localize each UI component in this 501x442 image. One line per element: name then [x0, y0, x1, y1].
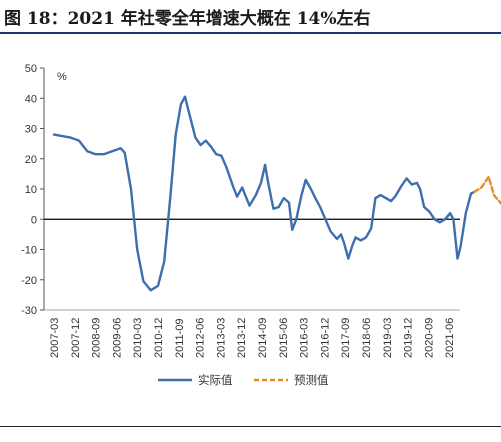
- series-line-forecast: [473, 175, 501, 206]
- x-tick-label: 2018-06: [361, 318, 373, 358]
- x-tick-label: 2009-06: [111, 318, 123, 358]
- x-tick-label: 2007-12: [70, 318, 82, 358]
- x-tick-label: 2020-09: [423, 318, 435, 358]
- x-tick-label: 2017-09: [340, 318, 352, 358]
- x-tick-label: 2010-03: [132, 318, 144, 358]
- x-tick-label: 2014-09: [257, 318, 269, 358]
- y-tick-label: -20: [21, 275, 37, 287]
- y-tick-label: -30: [21, 305, 37, 317]
- y-tick-label: -10: [21, 245, 37, 257]
- x-tick-label: 2021-06: [444, 318, 456, 358]
- x-tick-label: 2008-09: [91, 318, 103, 358]
- x-tick-label: 2016-12: [319, 318, 331, 358]
- y-tick-label: 30: [25, 124, 37, 136]
- y-tick-label: 10: [25, 184, 37, 196]
- x-tick-label: 2013-03: [215, 318, 227, 358]
- y-tick-label: 20: [25, 154, 37, 166]
- series-line-actual: [52, 95, 476, 292]
- x-axis: 2007-03 2007-12 2008-09 2009-06 2010-03 2010-…: [44, 218, 460, 358]
- figure-title: 图 18：2021 年社零全年增速大概在 14%左右: [4, 9, 371, 29]
- series-layer: [52, 95, 501, 292]
- y-tick-label: 0: [31, 214, 37, 226]
- y-axis-unit-label: %: [57, 71, 67, 83]
- x-tick-label: 2010-12: [153, 318, 165, 358]
- legend-label-forecast: 预测值: [294, 373, 329, 387]
- x-tick-label: 2013-12: [236, 318, 248, 358]
- x-tick-label: 2012-06: [195, 318, 207, 358]
- y-tick-label: 40: [25, 93, 37, 105]
- legend: 实际值 预测值: [158, 373, 329, 387]
- x-tick-label: 2015-06: [278, 318, 290, 358]
- x-tick-label: 2011-09: [174, 318, 186, 358]
- y-axis: 50 40 30 20 10 0 -10 -20 -30: [21, 63, 45, 317]
- x-tick-label: 2007-03: [49, 318, 61, 358]
- title-rule: [0, 32, 501, 34]
- y-tick-label: 50: [25, 63, 37, 75]
- legend-label-actual: 实际值: [198, 373, 233, 387]
- x-tick-label: 2019-12: [403, 318, 415, 358]
- x-tick-label: 2019-03: [382, 318, 394, 358]
- x-tick-label: 2016-03: [299, 318, 311, 358]
- title-bar: 图 18：2021 年社零全年增速大概在 14%左右: [0, 0, 501, 34]
- bottom-rule: [0, 426, 501, 427]
